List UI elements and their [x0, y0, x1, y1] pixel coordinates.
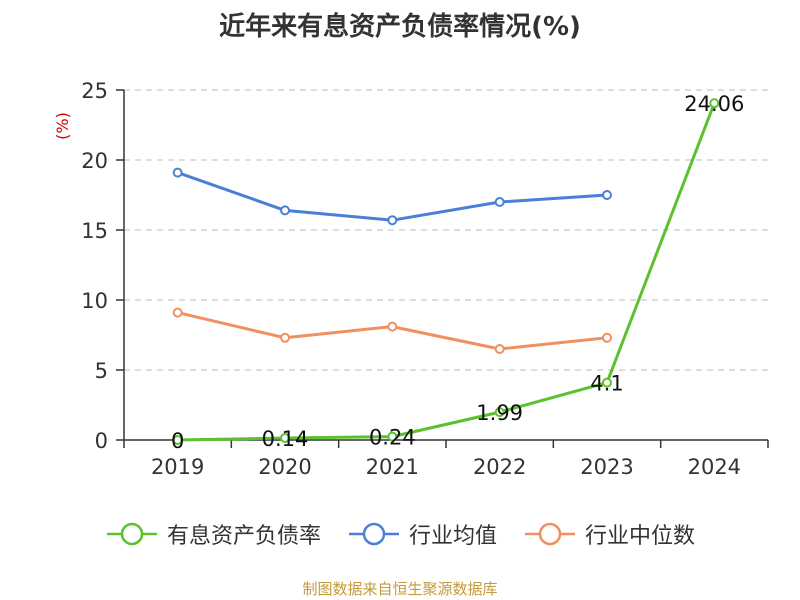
legend-swatch-icon — [525, 522, 575, 546]
legend-swatch-marker — [362, 522, 386, 546]
legend-item[interactable]: 有息资产负债率 — [105, 518, 321, 550]
legend-label: 行业中位数 — [585, 524, 696, 549]
x-tick-label: 2024 — [688, 455, 741, 479]
legend-item[interactable]: 行业均值 — [347, 518, 497, 550]
data-point — [709, 98, 720, 109]
grid-lines — [124, 89, 768, 371]
chart-title: 近年来有息资产负债率情况(%) — [219, 12, 581, 42]
y-tick-label: 5 — [95, 359, 108, 383]
series-lines — [172, 98, 720, 445]
data-label: 0 — [171, 429, 184, 453]
y-tick-label: 25 — [81, 79, 108, 103]
y-axis-unit-label: (%) — [53, 112, 72, 140]
data-label: 24.06 — [684, 92, 744, 116]
y-tick-label: 20 — [81, 149, 108, 173]
x-tick-label: 2019 — [151, 455, 204, 479]
legend-swatch-marker — [120, 522, 144, 546]
data-point — [494, 407, 505, 418]
x-tick-label: 2020 — [258, 455, 311, 479]
data-point — [494, 344, 505, 354]
data-point — [280, 433, 290, 444]
data-point — [172, 307, 183, 318]
y-tick-label: 10 — [81, 289, 108, 313]
data-point — [172, 167, 183, 178]
legend: 有息资产负债率 行业均值 行业中位数 — [0, 518, 800, 550]
data-point — [387, 215, 398, 226]
data-point — [387, 431, 398, 442]
series-line — [177, 102, 716, 442]
source-note: 制图数据来自恒生聚源数据库 — [302, 580, 498, 598]
data-label: 4.1 — [590, 372, 623, 396]
legend-swatch-icon — [348, 522, 399, 546]
y-tick-label: 15 — [81, 219, 108, 243]
data-point — [387, 321, 398, 332]
x-tick-label: 2023 — [580, 455, 633, 479]
legend-swatch-icon — [106, 522, 157, 546]
data-point — [172, 435, 183, 445]
data-label: 0.24 — [369, 426, 416, 450]
data-label: 0.14 — [262, 427, 309, 451]
x-tick-label: 2022 — [473, 455, 526, 479]
legend-item[interactable]: 行业中位数 — [523, 518, 695, 550]
data-labels: 0 0.14 0.24 1.99 4.1 24.06 — [171, 92, 744, 453]
data-point — [494, 197, 505, 207]
data-point — [280, 332, 290, 343]
data-point — [602, 377, 612, 388]
y-tick-label: 0 — [95, 429, 108, 453]
legend-label: 行业均值 — [408, 524, 497, 549]
axes: 0 5 10 15 20 25 2019 2020 2021 2022 2023 2024 — [81, 79, 769, 479]
x-tick-label: 2021 — [366, 455, 419, 479]
data-point — [602, 190, 612, 200]
data-label: 1.99 — [476, 401, 523, 425]
data-point — [280, 205, 290, 216]
legend-label: 有息资产负债率 — [166, 524, 321, 549]
series-line — [177, 171, 608, 222]
data-point — [602, 332, 612, 343]
legend-swatch-marker — [538, 522, 562, 546]
